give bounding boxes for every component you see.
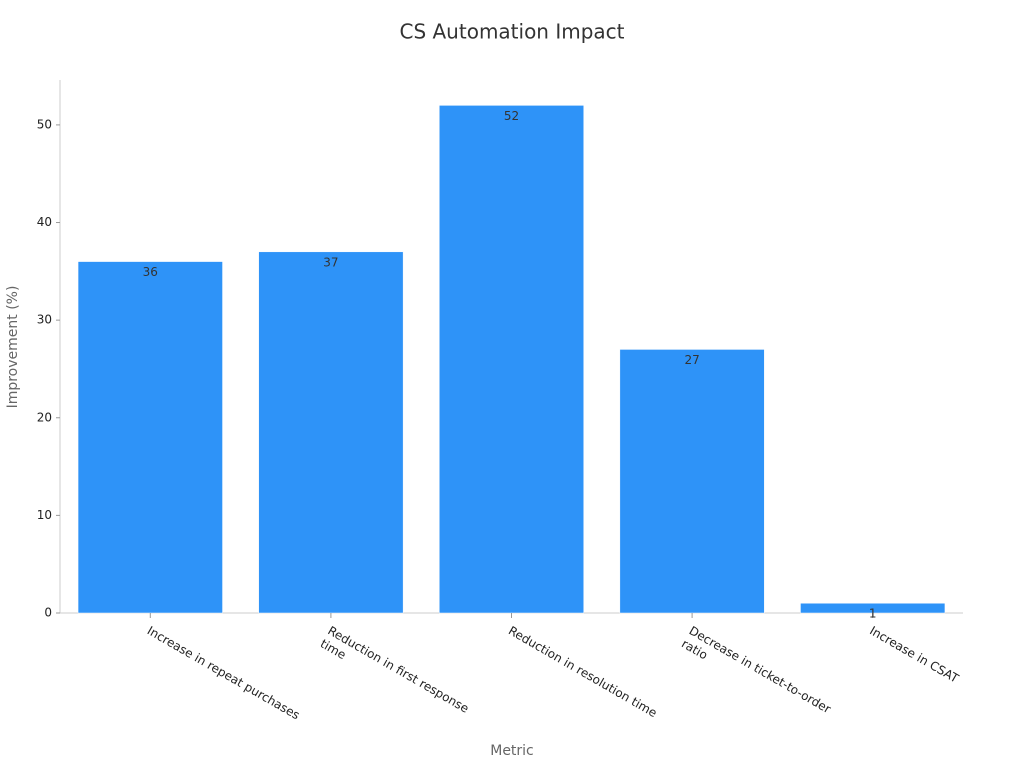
y-tick-label: 20 (37, 410, 52, 424)
x-tick-label: Increase in repeat purchases (145, 623, 302, 722)
bar (258, 251, 404, 614)
bar (439, 105, 584, 614)
value-label: 37 (323, 255, 338, 269)
y-tick-label: 30 (37, 313, 52, 327)
x-tick-label: Decrease in ticket-to-order ratio (679, 623, 836, 731)
x-tick-label: Reduction in resolution time (506, 623, 659, 720)
y-tick-label: 50 (37, 117, 52, 131)
y-tick-label: 10 (37, 508, 52, 522)
chart-title: CS Automation Impact (399, 20, 624, 44)
value-label: 52 (504, 109, 519, 123)
bar (619, 349, 765, 614)
value-label: 36 (143, 265, 158, 279)
y-axis-title: Improvement (%) (5, 286, 21, 409)
x-tick-label: Reduction in first response time (318, 623, 475, 730)
value-label: 1 (869, 607, 877, 621)
y-tick-label: 40 (37, 215, 52, 229)
x-axis-title: Metric (490, 743, 534, 759)
y-tick-label: 0 (44, 606, 52, 620)
value-label: 27 (684, 353, 699, 367)
x-tick-label: Increase in CSAT (867, 623, 961, 686)
bar (77, 261, 223, 614)
